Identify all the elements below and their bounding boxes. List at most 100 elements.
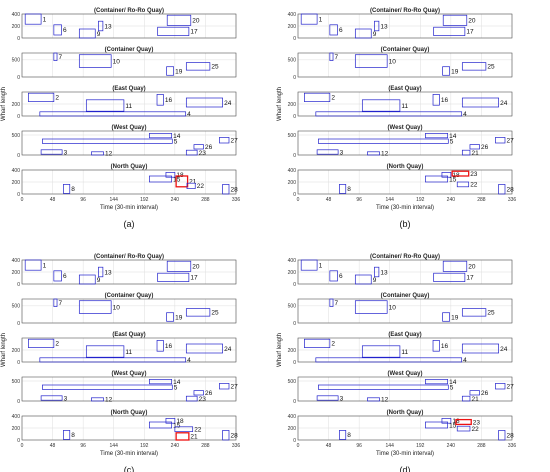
vessel-label: 3 — [64, 149, 68, 156]
vessel-bar — [432, 340, 440, 352]
vessel-bar — [433, 272, 466, 282]
y-tick-label: 500 — [288, 133, 297, 139]
vessel-bar — [469, 390, 480, 396]
vessel-bar — [451, 170, 470, 177]
vessel-label: 10 — [113, 58, 121, 65]
vessel-label: 19 — [175, 314, 183, 321]
vessel-bar — [318, 138, 449, 144]
vessel-bar — [432, 94, 440, 106]
vessel-label: 8 — [71, 186, 75, 193]
vessel-bar — [175, 432, 190, 441]
axes-frame — [21, 376, 237, 402]
y-tick-label: 500 — [12, 379, 21, 385]
vessel-bar — [149, 421, 173, 429]
subplot-title: (West Quay) — [388, 371, 423, 377]
chart-panel-d: (Container/ Ro-Ro Quay)0200400169132017(… — [277, 254, 516, 472]
chart-panel-a: (Container/ Ro-Ro Quay)0200400169132017(… — [1, 8, 240, 229]
y-axis-label: Wharf length — [277, 333, 283, 367]
vessel-label: 26 — [481, 144, 489, 151]
vessel-label: 21 — [189, 179, 197, 186]
vessel-bar — [149, 175, 173, 183]
panel-caption: (a) — [124, 219, 135, 229]
vessel-bar — [461, 343, 499, 354]
vessel-bar — [442, 66, 450, 76]
vessel-label: 10 — [389, 304, 397, 311]
quay-subplot: (West Quay) 0 500 145 27 26 3 12 23 — [12, 371, 238, 405]
vessel-bar — [91, 151, 104, 156]
vessel-bar — [165, 172, 176, 178]
x-axis-label: Time (30-min interval) — [100, 205, 158, 211]
vessel-bar — [24, 13, 42, 25]
vessel-bar — [425, 133, 449, 139]
quay-subplot: (Container/ Ro-Ro Quay) 0 200 400 1 6 913 20 17 — [12, 254, 237, 288]
vessel-label: 9 — [97, 277, 101, 284]
quay-subplot: (East Quay) 0 200 2 11 16 24 4 — [288, 86, 513, 120]
vessel-label: 4 — [463, 357, 467, 364]
subplot-title: (West Quay) — [112, 125, 147, 131]
y-tick-label: 0 — [293, 192, 296, 198]
subplot-title: (Container/ Ro-Ro Quay) — [370, 8, 440, 14]
vessel-label: 17 — [466, 275, 474, 282]
vessel-bar — [156, 340, 164, 352]
vessel-label: 18 — [176, 418, 184, 425]
x-tick-label: 336 — [508, 197, 517, 203]
x-axis-label: Time (30-min interval) — [376, 451, 434, 457]
vessel-bar — [425, 175, 449, 183]
vessel-bar — [28, 92, 55, 102]
vessel-label: 2 — [331, 341, 335, 348]
vessel-label: 8 — [71, 432, 75, 439]
x-tick-label: 240 — [171, 443, 180, 449]
y-tick-label: 400 — [12, 258, 21, 264]
vessel-label: 16 — [165, 343, 173, 350]
subplot-title: (East Quay) — [388, 86, 421, 92]
subplot-title: (East Quay) — [388, 332, 421, 338]
x-tick-label: 240 — [447, 443, 456, 449]
vessel-bar — [374, 266, 380, 278]
vessel-label: 26 — [205, 144, 213, 151]
vessel-bar — [300, 13, 318, 25]
vessel-label: 1 — [319, 16, 323, 23]
y-tick-label: 0 — [293, 438, 296, 444]
vessel-label: 22 — [194, 427, 202, 434]
vessel-bar — [24, 259, 42, 271]
y-tick-label: 500 — [288, 379, 297, 385]
vessel-bar — [174, 426, 194, 432]
vessel-label: 23 — [470, 171, 478, 178]
axes-frame — [21, 130, 237, 156]
vessel-bar — [354, 28, 372, 39]
x-tick-label: 0 — [297, 197, 300, 203]
x-tick-label: 48 — [50, 197, 56, 203]
subplot-title: (Container Quay) — [381, 293, 430, 299]
y-tick-label: 0 — [17, 360, 20, 366]
vessel-bar — [461, 62, 487, 71]
vessel-bar — [498, 430, 506, 441]
y-tick-label: 0 — [17, 36, 20, 42]
y-tick-label: 0 — [293, 399, 296, 405]
vessel-bar — [222, 184, 230, 195]
vessel-bar — [316, 395, 339, 401]
x-tick-label: 336 — [232, 443, 241, 449]
vessel-label: 1 — [319, 262, 323, 269]
vessel-label: 7 — [59, 300, 63, 307]
subplot-title: (East Quay) — [112, 332, 145, 338]
axes-frame — [297, 52, 513, 78]
vessel-label: 9 — [97, 31, 101, 38]
vessel-label: 2 — [331, 95, 335, 102]
vessel-bar — [42, 384, 173, 390]
vessel-bar — [329, 270, 338, 282]
vessel-label: 8 — [347, 186, 351, 193]
vessel-label: 16 — [441, 97, 449, 104]
vessel-bar — [498, 184, 506, 195]
y-tick-label: 200 — [288, 426, 297, 432]
y-tick-label: 500 — [288, 304, 297, 310]
x-tick-label: 240 — [447, 197, 456, 203]
vessel-label: 28 — [506, 187, 514, 194]
vessel-label: 14 — [173, 133, 181, 140]
y-tick-label: 200 — [288, 348, 297, 354]
y-tick-label: 0 — [293, 75, 296, 81]
vessel-label: 27 — [506, 384, 514, 391]
vessel-label: 28 — [230, 187, 238, 194]
axes-frame — [297, 376, 513, 402]
